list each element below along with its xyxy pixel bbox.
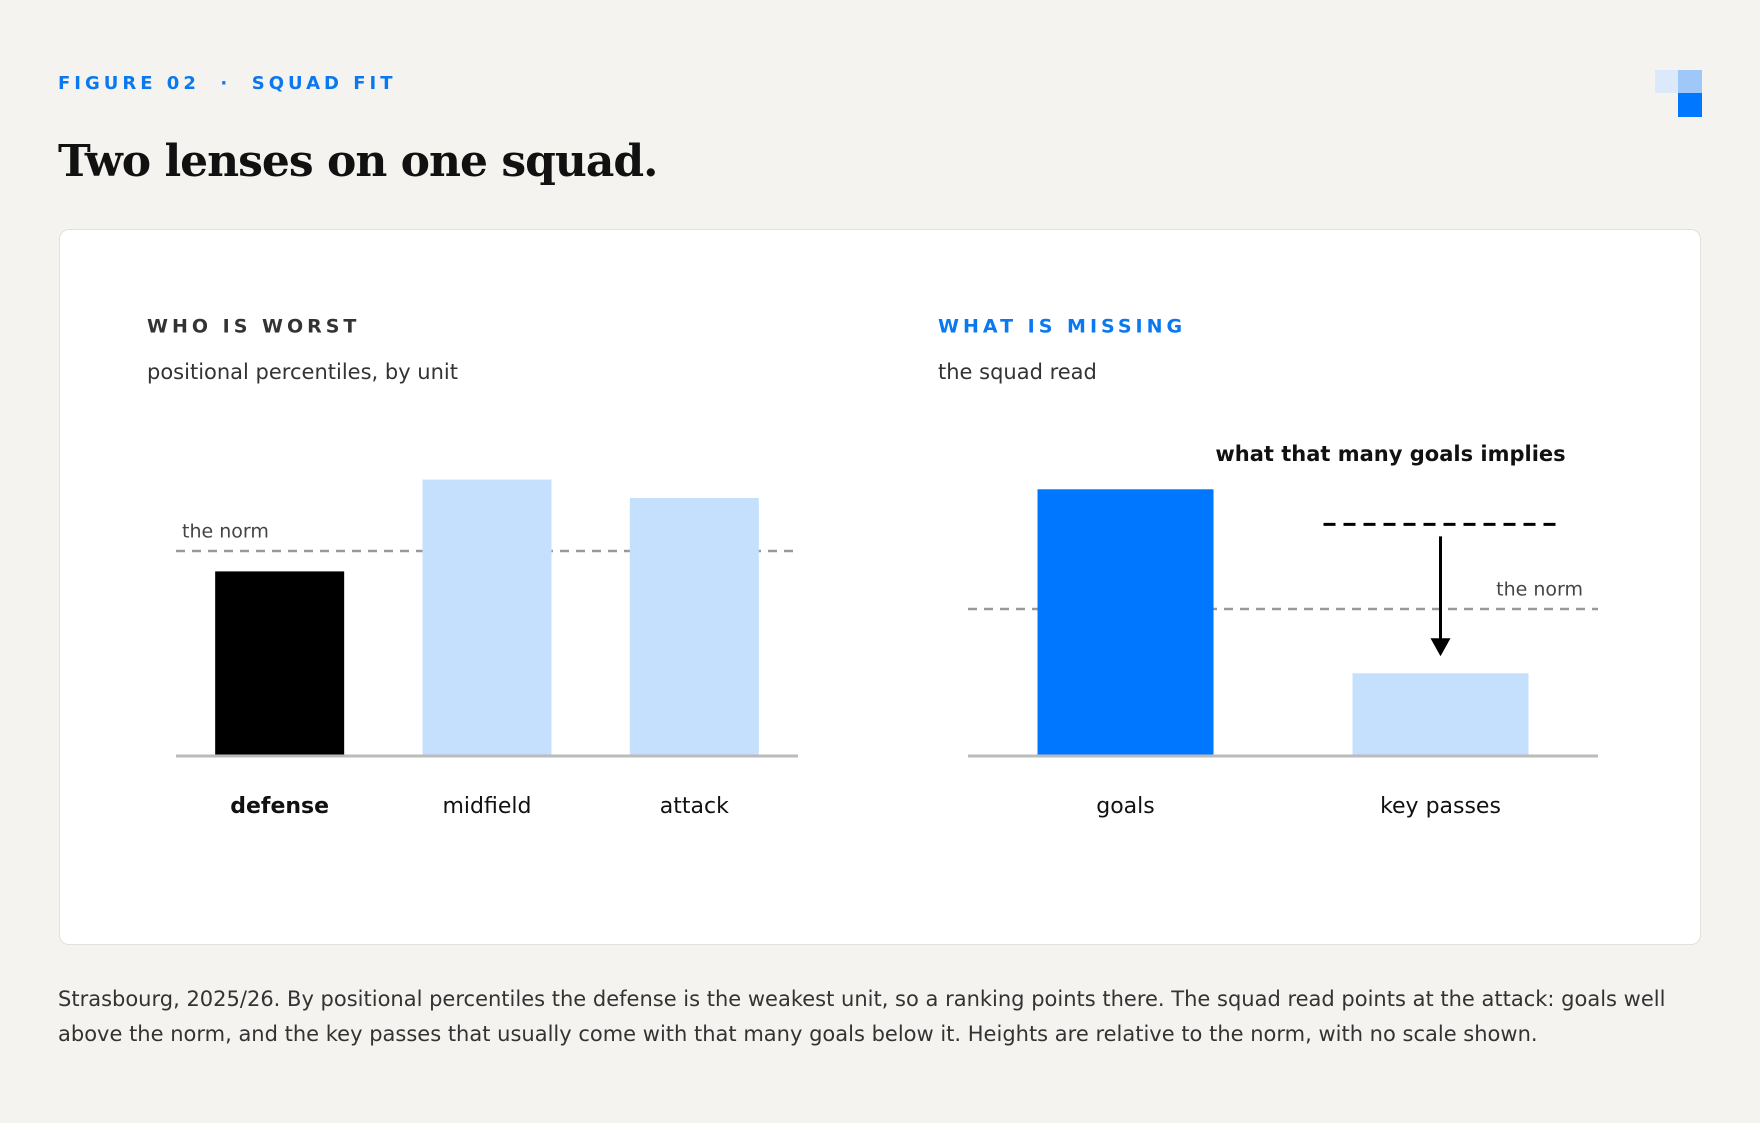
- bar: [1037, 489, 1214, 755]
- bar: [215, 571, 345, 755]
- x-tick-label: key passes: [1380, 794, 1501, 819]
- bar: [422, 479, 552, 755]
- x-tick-label: defense: [230, 794, 329, 819]
- bar: [1352, 673, 1529, 755]
- x-tick-label: midfield: [443, 794, 532, 819]
- x-tick-label: goals: [1096, 794, 1154, 819]
- logo-square: [1655, 70, 1678, 93]
- eyebrow: FIGURE 02 · SQUAD FIT: [58, 73, 397, 94]
- logo-square: [1678, 93, 1702, 117]
- x-tick-label: attack: [660, 794, 729, 819]
- page-title: Two lenses on one squad.: [58, 136, 658, 187]
- implied-label: what that many goals implies: [1215, 442, 1565, 466]
- logo-square: [1678, 70, 1702, 93]
- norm-label: the norm: [1496, 579, 1583, 601]
- norm-label: the norm: [182, 521, 269, 543]
- caption: Strasbourg, 2025/26. By positional perce…: [58, 987, 1666, 1046]
- chart-title: WHAT IS MISSING: [938, 316, 1186, 338]
- chart-subtitle: the squad read: [938, 360, 1097, 384]
- logo: [1655, 70, 1702, 117]
- chart-title: WHO IS WORST: [147, 316, 360, 338]
- bar: [629, 497, 759, 755]
- arrow-head: [1430, 638, 1451, 657]
- chart-subtitle: positional percentiles, by unit: [147, 360, 458, 384]
